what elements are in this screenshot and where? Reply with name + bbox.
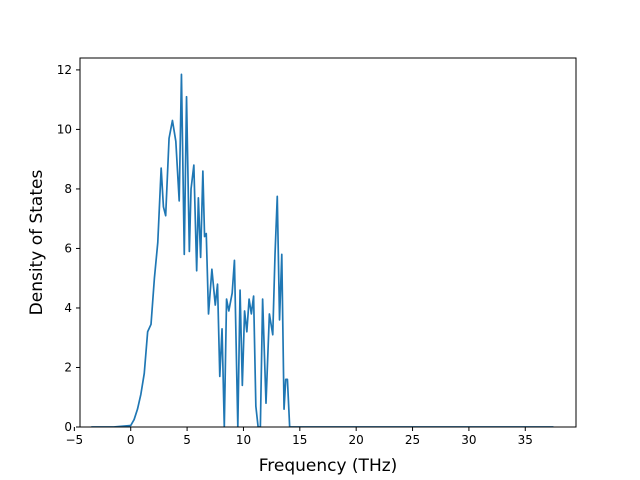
x-tick-label: 25 (405, 433, 420, 447)
y-tick-label: 10 (57, 122, 72, 136)
x-tick-label: −5 (66, 433, 84, 447)
series-line-0 (91, 73, 554, 427)
y-axis-label: Density of States (27, 170, 47, 316)
x-tick-label: 0 (127, 433, 135, 447)
y-tick-label: 12 (57, 63, 72, 77)
x-tick-label: 30 (461, 433, 476, 447)
x-axis-label: Frequency (THz) (259, 456, 398, 476)
x-tick-label: 10 (236, 433, 251, 447)
y-tick-label: 4 (64, 301, 72, 315)
y-tick-label: 2 (64, 360, 72, 374)
y-tick-label: 8 (64, 182, 72, 196)
axes-frame (79, 57, 577, 428)
x-tick-label: 5 (183, 433, 191, 447)
y-tick-label: 6 (64, 241, 72, 255)
x-tick-label: 35 (518, 433, 533, 447)
x-tick-label: 15 (292, 433, 307, 447)
y-axis-ticks: 0 2 4 6 8 10 12 (57, 63, 80, 434)
y-tick-label: 0 (64, 420, 72, 434)
x-axis-ticks: −5 0 5 10 15 20 25 30 35 (66, 427, 533, 447)
x-tick-label: 20 (349, 433, 364, 447)
plot-area (91, 73, 554, 427)
